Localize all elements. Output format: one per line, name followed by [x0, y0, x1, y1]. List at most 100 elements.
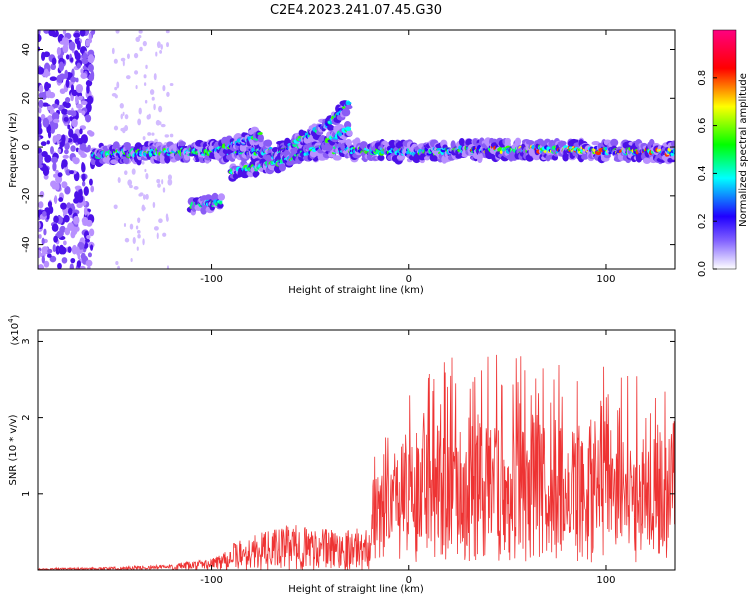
spectrogram-cell — [85, 114, 92, 123]
spectrogram-cell — [80, 100, 88, 106]
spectrogram-cell — [498, 146, 503, 152]
spectrogram-cell — [76, 260, 82, 268]
spectrogram-cell — [54, 195, 58, 205]
spectrogram-cell — [68, 128, 74, 138]
spectrogram-cell — [138, 193, 143, 197]
spectrogram-cell — [75, 83, 84, 94]
spectrogram-cell — [341, 108, 351, 117]
spectrogram-cell — [642, 157, 651, 164]
spectrogram-cell — [38, 264, 45, 269]
spectrogram-cell — [50, 125, 56, 134]
spectrogram-cell — [38, 66, 45, 75]
spectrogram-cell — [127, 53, 130, 60]
spectrogram-cell — [135, 36, 141, 42]
spectrogram-cell — [81, 173, 86, 182]
spectrogram-cell — [80, 153, 87, 158]
spectrogram-cell — [80, 72, 88, 79]
spectrogram-y-label: Frequency (Hz) — [8, 112, 19, 188]
spectrogram-cell — [56, 230, 64, 237]
spectrogram-cell — [71, 244, 78, 255]
spectrogram-cell — [332, 155, 342, 161]
spectrogram-cell — [40, 141, 47, 147]
figure-title: C2E4.2023.241.07.45.G30 — [270, 3, 442, 18]
spectrogram-cell — [62, 37, 70, 47]
spectrogram-cell — [75, 95, 79, 104]
spectrogram-cell — [44, 81, 50, 92]
spectrogram-x-tick-label: 0 — [406, 274, 412, 285]
spectrogram-cell — [86, 95, 94, 105]
spectrogram-cell — [38, 249, 42, 259]
spectrogram-cell — [115, 261, 119, 266]
snr-frame — [37, 329, 676, 571]
spectrogram-x-tick-label: 100 — [596, 274, 615, 285]
spectrogram-cell — [158, 105, 163, 113]
spectrogram-cell — [68, 72, 73, 78]
spectrogram-cell — [38, 164, 43, 169]
spectrogram-cell — [88, 32, 92, 43]
spectrogram-cell — [142, 136, 146, 141]
spectrogram-cell — [142, 40, 147, 47]
snr-multiplier: (x104) — [7, 314, 21, 345]
spectrogram-cell — [142, 194, 146, 200]
spectrogram-cell — [138, 107, 142, 115]
snr-y-tick-label: 1 — [21, 491, 32, 497]
spectrogram-cell — [79, 128, 83, 135]
spectrogram-y-tick-label: -20 — [21, 188, 32, 204]
snr-panel: -100 0 100 1 2 3 Height of straight line (km)… — [7, 314, 676, 595]
spectrogram-cell — [120, 127, 125, 132]
spectrogram-x-label: Height of straight line (km) — [288, 285, 424, 296]
spectrogram-cell — [70, 203, 75, 209]
spectrogram-cell — [71, 118, 78, 128]
spectrogram-cell — [86, 129, 93, 136]
snr-x-label: Height of straight line (km) — [288, 584, 424, 595]
spectrogram-cell — [147, 132, 152, 136]
spectrogram-cell — [90, 70, 95, 81]
spectrogram-cell — [239, 143, 247, 152]
spectrogram-cell — [145, 172, 149, 180]
spectrogram-cell — [137, 217, 141, 224]
spectrogram-cell — [144, 99, 148, 104]
spectrogram-cell — [41, 102, 49, 107]
spectrogram-cell — [113, 125, 119, 131]
spectrogram-cell — [396, 154, 406, 160]
spectrogram-cell — [137, 234, 141, 239]
spectrogram-cell — [346, 130, 353, 137]
spectrogram-cell — [153, 73, 157, 81]
colorbar-label: Normalized spectral amplitude — [738, 73, 749, 227]
spectrogram-cell — [85, 259, 93, 267]
spectrogram-cell — [117, 265, 120, 269]
svg-text:(x104): (x104) — [7, 314, 21, 345]
snr-y-tick-label: 2 — [21, 414, 32, 420]
spectrogram-cell — [39, 190, 45, 198]
spectrogram-cell — [38, 106, 42, 114]
spectrogram-cell — [142, 238, 145, 246]
spectrogram-cell — [65, 169, 71, 176]
spectrogram-frame — [37, 29, 676, 270]
spectrogram-cell — [120, 113, 123, 120]
spectrogram-cell — [608, 151, 612, 155]
spectrogram-cell — [130, 258, 133, 263]
spectrogram-cell — [63, 240, 67, 246]
spectrogram-cell — [252, 170, 260, 177]
spectrogram-cell — [155, 51, 158, 57]
colorbar-ticks: 0.0 0.2 0.4 0.6 0.8 — [697, 70, 717, 277]
spectrogram-cell — [38, 201, 44, 209]
spectrogram-cell — [90, 185, 95, 193]
spectrogram-cell — [38, 116, 42, 125]
spectrogram-cell — [43, 228, 47, 236]
spectrogram-cell — [70, 76, 77, 83]
spectrogram-cell — [77, 95, 83, 101]
spectrogram-cell — [124, 114, 129, 120]
spectrogram-cell — [123, 223, 127, 228]
spectrogram-cell — [161, 179, 164, 185]
spectrogram-cell — [377, 154, 385, 161]
spectrogram-cell — [111, 47, 115, 55]
colorbar-tick-label: 0.6 — [697, 118, 708, 134]
spectrogram-cell — [63, 214, 70, 223]
spectrogram-cell — [57, 262, 62, 269]
spectrogram-cell — [50, 156, 59, 164]
spectrogram-cell — [122, 59, 125, 67]
spectrogram-cell — [58, 73, 66, 80]
spectrogram-cell — [165, 30, 170, 34]
spectrogram-cell — [65, 78, 70, 88]
